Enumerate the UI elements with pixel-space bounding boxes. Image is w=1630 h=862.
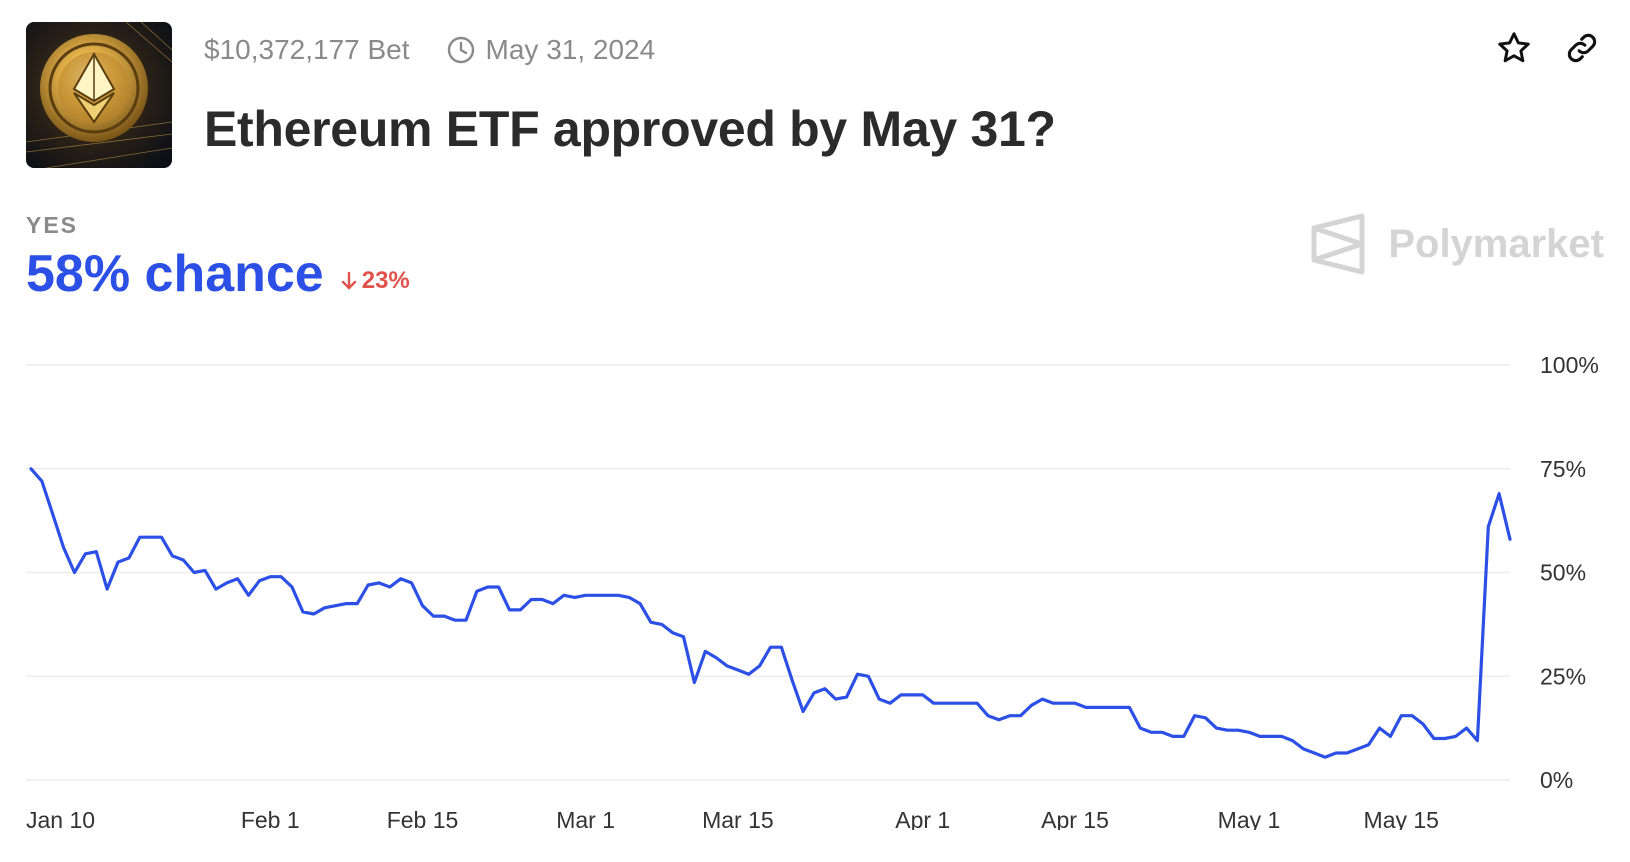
- x-tick-label: May 1: [1218, 807, 1281, 830]
- y-tick-label: 25%: [1540, 663, 1586, 689]
- probability-row: 58% chance 23%: [26, 244, 410, 304]
- x-tick-label: Feb 15: [387, 807, 459, 830]
- market-thumbnail: [26, 22, 172, 168]
- arrow-down-icon: [341, 271, 356, 290]
- market-meta: $10,372,177 Bet May 31, 2024: [204, 30, 655, 70]
- clock-icon: [447, 36, 474, 64]
- outcome-label: YES: [26, 212, 79, 238]
- y-tick-label: 0%: [1540, 767, 1573, 793]
- price-line: [29, 467, 1512, 759]
- x-tick-label: Apr 1: [895, 807, 950, 830]
- ethereum-coin-image: [26, 22, 172, 168]
- x-tick-label: Jan 10: [26, 807, 95, 830]
- favorite-button[interactable]: [1494, 28, 1534, 68]
- x-tick-label: May 15: [1364, 807, 1439, 830]
- star-icon: [1498, 32, 1530, 63]
- change-badge: 23%: [340, 267, 410, 295]
- link-icon: [1567, 33, 1597, 63]
- y-tick-label: 75%: [1540, 456, 1586, 482]
- y-tick-label: 100%: [1540, 352, 1599, 378]
- copy-link-button[interactable]: [1562, 28, 1602, 68]
- header-actions: [1494, 28, 1602, 68]
- market-title: Ethereum ETF approved by May 31?: [204, 101, 1056, 157]
- x-tick-label: Mar 1: [556, 807, 615, 830]
- change-value: 23%: [361, 267, 410, 294]
- polymarket-logo-icon: [1311, 213, 1365, 275]
- volume-text: $10,372,177 Bet: [204, 34, 410, 65]
- price-chart: 100% 75% 50% 25% 0% Jan 10 Feb 1 Feb 15 Mar 1 Ma…: [26, 352, 1599, 830]
- brand-name: Polymarket: [1388, 221, 1604, 266]
- x-tick-label: Apr 15: [1041, 807, 1109, 830]
- polymarket-logo: Polymarket: [1310, 212, 1604, 276]
- y-tick-label: 50%: [1540, 560, 1586, 586]
- x-tick-label: Mar 15: [702, 807, 774, 830]
- end-date-text: May 31, 2024: [485, 34, 656, 65]
- chance-value: 58% chance: [26, 245, 324, 303]
- x-tick-label: Feb 1: [241, 807, 300, 830]
